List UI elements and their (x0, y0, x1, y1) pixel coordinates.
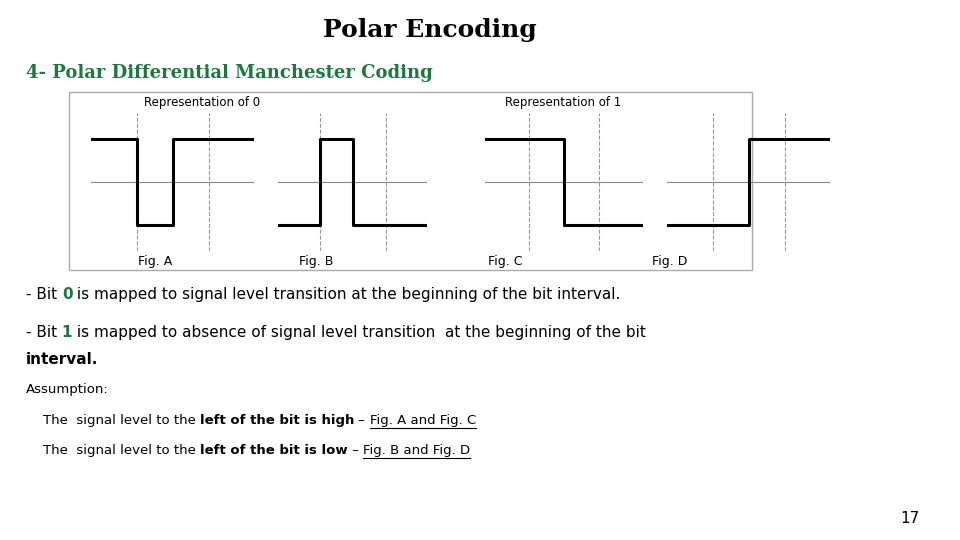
Text: Fig. D: Fig. D (653, 255, 688, 268)
Bar (69, 92, 752, 270)
Text: 1: 1 (61, 325, 72, 340)
Text: Fig. B: Fig. B (299, 255, 333, 268)
Text: The  signal level to the: The signal level to the (43, 444, 200, 457)
Text: Fig. A: Fig. A (137, 255, 172, 268)
Text: –: – (354, 414, 370, 427)
Text: Fig. A and Fig. C: Fig. A and Fig. C (370, 414, 476, 427)
Text: - Bit: - Bit (26, 287, 61, 302)
Text: left of the bit is low: left of the bit is low (200, 444, 348, 457)
Text: Assumption:: Assumption: (26, 383, 108, 396)
Text: Polar Encoding: Polar Encoding (323, 18, 537, 42)
Text: 4- Polar Differential Manchester Coding: 4- Polar Differential Manchester Coding (26, 64, 433, 82)
Text: - Bit: - Bit (26, 325, 61, 340)
Text: 0: 0 (61, 287, 72, 302)
Text: –: – (348, 444, 363, 457)
Text: is mapped to absence of signal level transition  at the beginning of the bit: is mapped to absence of signal level tra… (72, 325, 646, 340)
Text: The  signal level to the: The signal level to the (43, 414, 200, 427)
Text: 17: 17 (900, 511, 920, 526)
Text: interval.: interval. (26, 352, 98, 367)
Text: Representation of 0: Representation of 0 (144, 96, 260, 109)
Text: Fig. C: Fig. C (488, 255, 522, 268)
Text: is mapped to signal level transition at the beginning of the bit interval.: is mapped to signal level transition at … (72, 287, 621, 302)
Text: Representation of 1: Representation of 1 (505, 96, 621, 109)
Text: Fig. B and Fig. D: Fig. B and Fig. D (363, 444, 470, 457)
Text: left of the bit is high: left of the bit is high (200, 414, 354, 427)
